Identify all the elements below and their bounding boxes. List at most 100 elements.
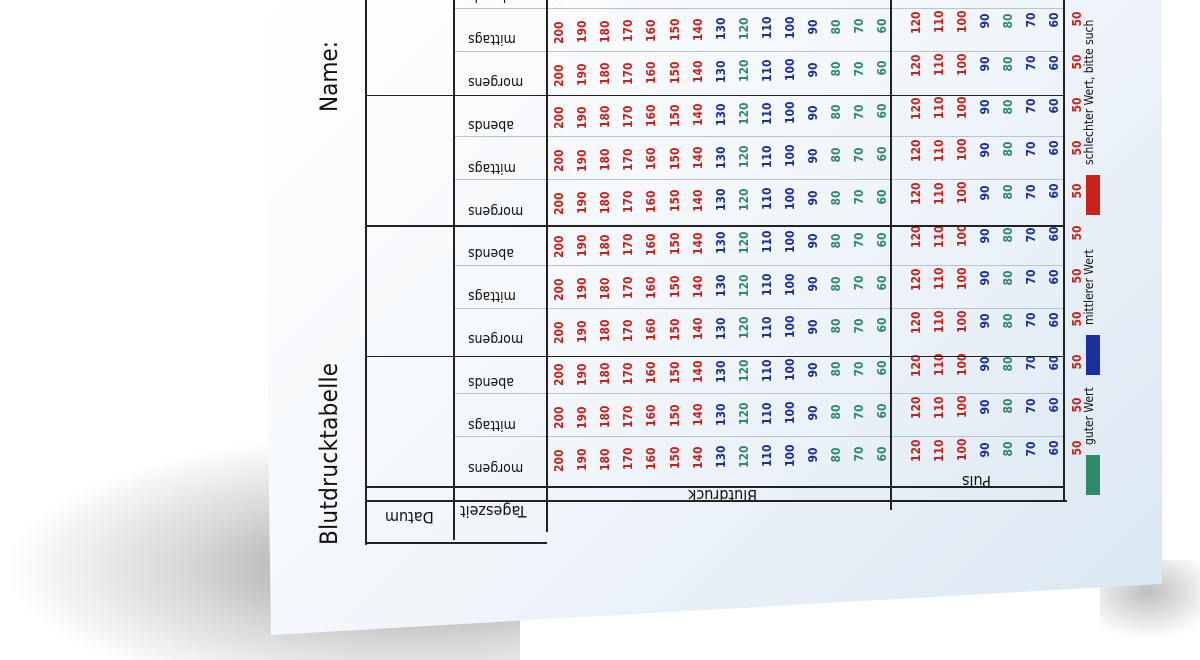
blutdruck-value[interactable]: 120 xyxy=(737,446,751,468)
blutdruck-value[interactable]: 70 xyxy=(852,229,866,251)
blutdruck-value[interactable]: 100 xyxy=(783,359,797,381)
puls-value[interactable]: 70 xyxy=(1024,438,1038,460)
blutdruck-value[interactable]: 190 xyxy=(575,235,589,257)
blutdruck-value[interactable]: 150 xyxy=(668,62,682,84)
puls-value[interactable]: 60 xyxy=(1047,394,1061,416)
puls-value[interactable]: 70 xyxy=(1024,9,1038,31)
blutdruck-value[interactable]: 130 xyxy=(714,361,728,383)
puls-value[interactable]: 110 xyxy=(932,11,946,33)
puls-value[interactable]: 50 xyxy=(1070,351,1084,373)
puls-value[interactable]: 110 xyxy=(932,268,946,290)
blutdruck-value[interactable]: 60 xyxy=(875,143,889,165)
blutdruck-value[interactable]: 80 xyxy=(829,16,843,38)
blutdruck-value[interactable]: 130 xyxy=(714,147,728,169)
blutdruck-value[interactable]: 150 xyxy=(668,105,682,127)
blutdruck-value[interactable]: 60 xyxy=(875,186,889,208)
puls-value[interactable]: 70 xyxy=(1024,395,1038,417)
blutdruck-value[interactable]: 100 xyxy=(783,59,797,81)
blutdruck-value[interactable]: 160 xyxy=(644,105,658,127)
blutdruck-value[interactable]: 80 xyxy=(829,101,843,123)
blutdruck-value[interactable]: 100 xyxy=(783,231,797,253)
blutdruck-value[interactable]: 150 xyxy=(668,190,682,212)
blutdruck-value[interactable]: 180 xyxy=(598,63,612,85)
blutdruck-value[interactable]: 200 xyxy=(552,279,566,301)
blutdruck-value[interactable]: 120 xyxy=(737,232,751,254)
puls-value[interactable]: 60 xyxy=(1047,137,1061,159)
blutdruck-value[interactable]: 120 xyxy=(737,189,751,211)
blutdruck-value[interactable]: 200 xyxy=(552,450,566,472)
blutdruck-value[interactable]: 90 xyxy=(806,16,820,38)
blutdruck-value[interactable]: 120 xyxy=(737,103,751,125)
blutdruck-value[interactable]: 160 xyxy=(644,448,658,470)
blutdruck-value[interactable]: 130 xyxy=(714,104,728,126)
puls-value[interactable]: 120 xyxy=(909,55,923,77)
blutdruck-value[interactable]: 200 xyxy=(552,322,566,344)
blutdruck-value[interactable]: 140 xyxy=(691,233,705,255)
puls-value[interactable]: 120 xyxy=(909,312,923,334)
blutdruck-value[interactable]: 150 xyxy=(668,319,682,341)
blutdruck-value[interactable]: 60 xyxy=(875,100,889,122)
blutdruck-value[interactable]: 180 xyxy=(598,21,612,43)
blutdruck-value[interactable]: 80 xyxy=(829,315,843,337)
puls-value[interactable]: 80 xyxy=(1001,438,1015,460)
puls-value[interactable]: 90 xyxy=(978,310,992,332)
puls-value[interactable]: 60 xyxy=(1047,52,1061,74)
blutdruck-value[interactable]: 170 xyxy=(621,277,635,299)
puls-value[interactable]: 70 xyxy=(1024,266,1038,288)
blutdruck-value[interactable]: 180 xyxy=(598,106,612,128)
puls-value[interactable]: 70 xyxy=(1024,52,1038,74)
blutdruck-value[interactable]: 60 xyxy=(875,229,889,251)
blutdruck-value[interactable]: 150 xyxy=(668,19,682,41)
blutdruck-value[interactable]: 70 xyxy=(852,15,866,37)
blutdruck-value[interactable]: 140 xyxy=(691,361,705,383)
puls-value[interactable]: 110 xyxy=(932,54,946,76)
blutdruck-value[interactable]: 200 xyxy=(552,236,566,258)
puls-value[interactable]: 60 xyxy=(1047,95,1061,117)
blutdruck-value[interactable]: 160 xyxy=(644,319,658,341)
puls-value[interactable]: 90 xyxy=(978,96,992,118)
blutdruck-value[interactable]: 150 xyxy=(668,405,682,427)
puls-value[interactable]: 80 xyxy=(1001,395,1015,417)
blutdruck-value[interactable]: 120 xyxy=(737,146,751,168)
puls-value[interactable]: 60 xyxy=(1047,9,1061,31)
blutdruck-value[interactable]: 110 xyxy=(760,17,774,39)
blutdruck-value[interactable]: 120 xyxy=(737,60,751,82)
blutdruck-value[interactable]: 170 xyxy=(621,448,635,470)
blutdruck-value[interactable]: 110 xyxy=(760,231,774,253)
blutdruck-value[interactable]: 180 xyxy=(598,278,612,300)
blutdruck-value[interactable]: 90 xyxy=(806,187,820,209)
blutdruck-value[interactable]: 170 xyxy=(621,363,635,385)
puls-value[interactable]: 60 xyxy=(1047,180,1061,202)
blutdruck-value[interactable]: 70 xyxy=(852,443,866,465)
puls-value[interactable]: 110 xyxy=(932,397,946,419)
puls-value[interactable]: 60 xyxy=(1047,437,1061,459)
puls-value[interactable]: 100 xyxy=(955,225,969,247)
puls-value[interactable]: 120 xyxy=(909,269,923,291)
blutdruck-value[interactable]: 90 xyxy=(806,230,820,252)
puls-value[interactable]: 80 xyxy=(1001,267,1015,289)
blutdruck-value[interactable]: 170 xyxy=(621,320,635,342)
blutdruck-value[interactable]: 70 xyxy=(852,144,866,166)
puls-value[interactable]: 110 xyxy=(932,140,946,162)
puls-value[interactable]: 100 xyxy=(955,139,969,161)
blutdruck-value[interactable]: 160 xyxy=(644,62,658,84)
puls-value[interactable]: 90 xyxy=(978,267,992,289)
puls-value[interactable]: 110 xyxy=(932,311,946,333)
blutdruck-value[interactable]: 130 xyxy=(714,232,728,254)
blutdruck-value[interactable]: 180 xyxy=(598,363,612,385)
puls-value[interactable]: 120 xyxy=(909,226,923,248)
blutdruck-value[interactable]: 100 xyxy=(783,316,797,338)
blutdruck-value[interactable]: 170 xyxy=(621,63,635,85)
blutdruck-value[interactable]: 100 xyxy=(783,188,797,210)
blutdruck-value[interactable]: 190 xyxy=(575,21,589,43)
puls-value[interactable]: 110 xyxy=(932,440,946,462)
puls-value[interactable]: 90 xyxy=(978,10,992,32)
blutdruck-value[interactable]: 200 xyxy=(552,22,566,44)
blutdruck-value[interactable]: 60 xyxy=(875,357,889,379)
blutdruck-value[interactable]: 100 xyxy=(783,102,797,124)
puls-value[interactable]: 110 xyxy=(932,226,946,248)
puls-value[interactable]: 100 xyxy=(955,54,969,76)
blutdruck-value[interactable]: 120 xyxy=(737,18,751,40)
blutdruck-value[interactable]: 190 xyxy=(575,192,589,214)
blutdruck-value[interactable]: 160 xyxy=(644,20,658,42)
